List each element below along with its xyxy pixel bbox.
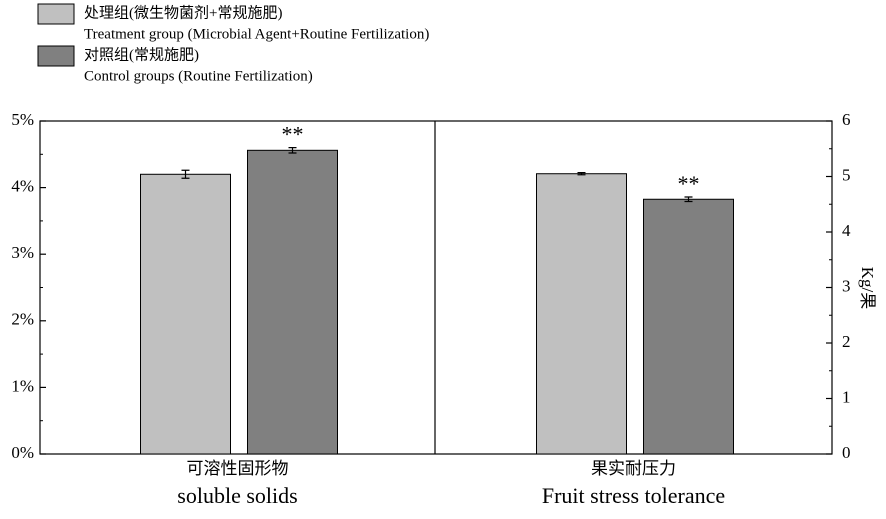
legend-label: 对照组(常规施肥) — [84, 46, 199, 63]
legend-label-en: Control groups (Routine Fertilization) — [84, 68, 313, 84]
y-tick-label: 3% — [11, 243, 34, 262]
y-tick-label: 0% — [11, 443, 34, 462]
y2-tick-label: 4 — [842, 221, 851, 240]
bar — [247, 149, 338, 455]
bar — [643, 198, 734, 455]
y2-tick-label: 3 — [842, 276, 851, 295]
bar — [140, 173, 231, 455]
legend-label-en: Treatment group (Microbial Agent+Routine… — [84, 26, 429, 42]
y-tick-label: 1% — [11, 376, 34, 395]
y-tick-label: 5% — [11, 110, 34, 129]
y2-tick-label: 1 — [842, 387, 851, 406]
y2-tick-label: 5 — [842, 165, 851, 184]
x-tick-label: 可溶性固形物 — [187, 459, 289, 478]
y2-tick-label: 2 — [842, 332, 851, 351]
y2-axis-label: Kg/果 — [858, 267, 877, 310]
x-tick-label: 果实耐压力 — [591, 459, 676, 478]
x-tick-label-en: soluble solids — [177, 483, 297, 508]
y2-tick-label: 6 — [842, 110, 851, 129]
legend-swatch — [37, 45, 75, 67]
bar — [536, 173, 627, 455]
y2-tick-label: 0 — [842, 443, 851, 462]
legend-swatch — [37, 3, 75, 25]
error-bar — [288, 147, 297, 154]
significance-label: ** — [678, 171, 700, 196]
y-tick-label: 2% — [11, 310, 34, 329]
legend-label: 处理组(微生物菌剂+常规施肥) — [84, 4, 282, 21]
error-bar — [684, 196, 693, 203]
x-tick-label-en: Fruit stress tolerance — [542, 483, 725, 508]
error-bar — [181, 169, 190, 179]
y-tick-label: 4% — [11, 177, 34, 196]
error-bar — [577, 172, 586, 176]
significance-label: ** — [282, 122, 304, 147]
